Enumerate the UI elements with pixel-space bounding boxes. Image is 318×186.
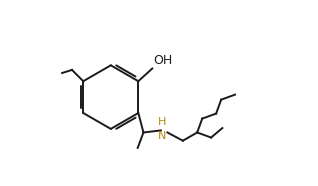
- Text: H: H: [158, 117, 166, 127]
- Text: OH: OH: [153, 54, 173, 68]
- Text: N: N: [158, 132, 166, 142]
